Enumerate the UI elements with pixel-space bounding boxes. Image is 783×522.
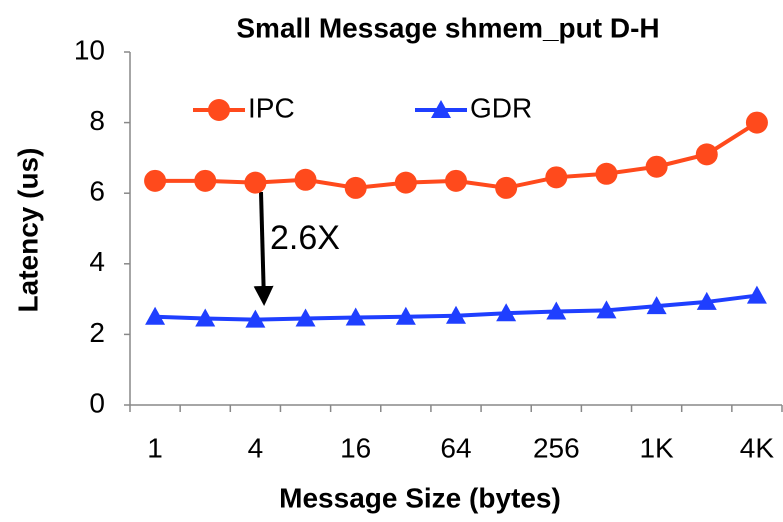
legend-marker <box>208 99 230 121</box>
data-point <box>546 301 567 320</box>
data-point <box>446 305 466 324</box>
data-point <box>595 162 618 185</box>
y-tick-label: 4 <box>89 246 105 277</box>
data-point <box>495 176 518 199</box>
data-point <box>745 111 768 134</box>
data-point <box>395 306 416 325</box>
data-point <box>645 155 668 178</box>
data-point <box>145 306 166 325</box>
data-point <box>144 169 167 192</box>
data-point <box>244 171 267 194</box>
y-axis-label: Latency (us) <box>12 148 43 313</box>
data-point <box>394 171 417 194</box>
data-point <box>445 169 467 192</box>
data-point <box>496 303 517 322</box>
x-tick-label: 1 <box>147 432 163 463</box>
data-point <box>696 291 717 310</box>
data-point <box>545 166 568 189</box>
data-point <box>695 143 718 166</box>
chart-title: Small Message shmem_put D-H <box>236 12 659 43</box>
legend-marker <box>431 100 451 118</box>
data-point <box>596 300 617 319</box>
data-point <box>195 308 216 327</box>
data-point <box>646 296 667 315</box>
data-point <box>245 309 266 328</box>
data-point <box>194 169 217 192</box>
x-tick-label: 16 <box>340 432 371 463</box>
x-tick-label: 4K <box>740 432 775 463</box>
legend-label: IPC <box>248 92 295 123</box>
x-tick-label: 64 <box>440 432 471 463</box>
y-tick-label: 10 <box>74 34 105 65</box>
data-point <box>344 176 367 199</box>
x-tick-label: 4 <box>248 432 264 463</box>
x-tick-label: 256 <box>533 432 580 463</box>
data-point <box>746 285 767 304</box>
annotation: 2.6X <box>270 219 340 257</box>
y-tick-label: 0 <box>89 387 105 418</box>
y-tick-label: 2 <box>89 317 105 348</box>
legend-label: GDR <box>470 92 532 123</box>
data-point <box>295 308 316 327</box>
x-axis-label: Message Size (bytes) <box>279 482 561 513</box>
data-point <box>294 168 317 191</box>
x-tick-label: 1K <box>639 432 674 463</box>
y-tick-label: 6 <box>89 176 105 207</box>
annotation-arrow <box>253 191 274 306</box>
data-point <box>345 307 366 326</box>
y-tick-label: 8 <box>89 105 105 136</box>
